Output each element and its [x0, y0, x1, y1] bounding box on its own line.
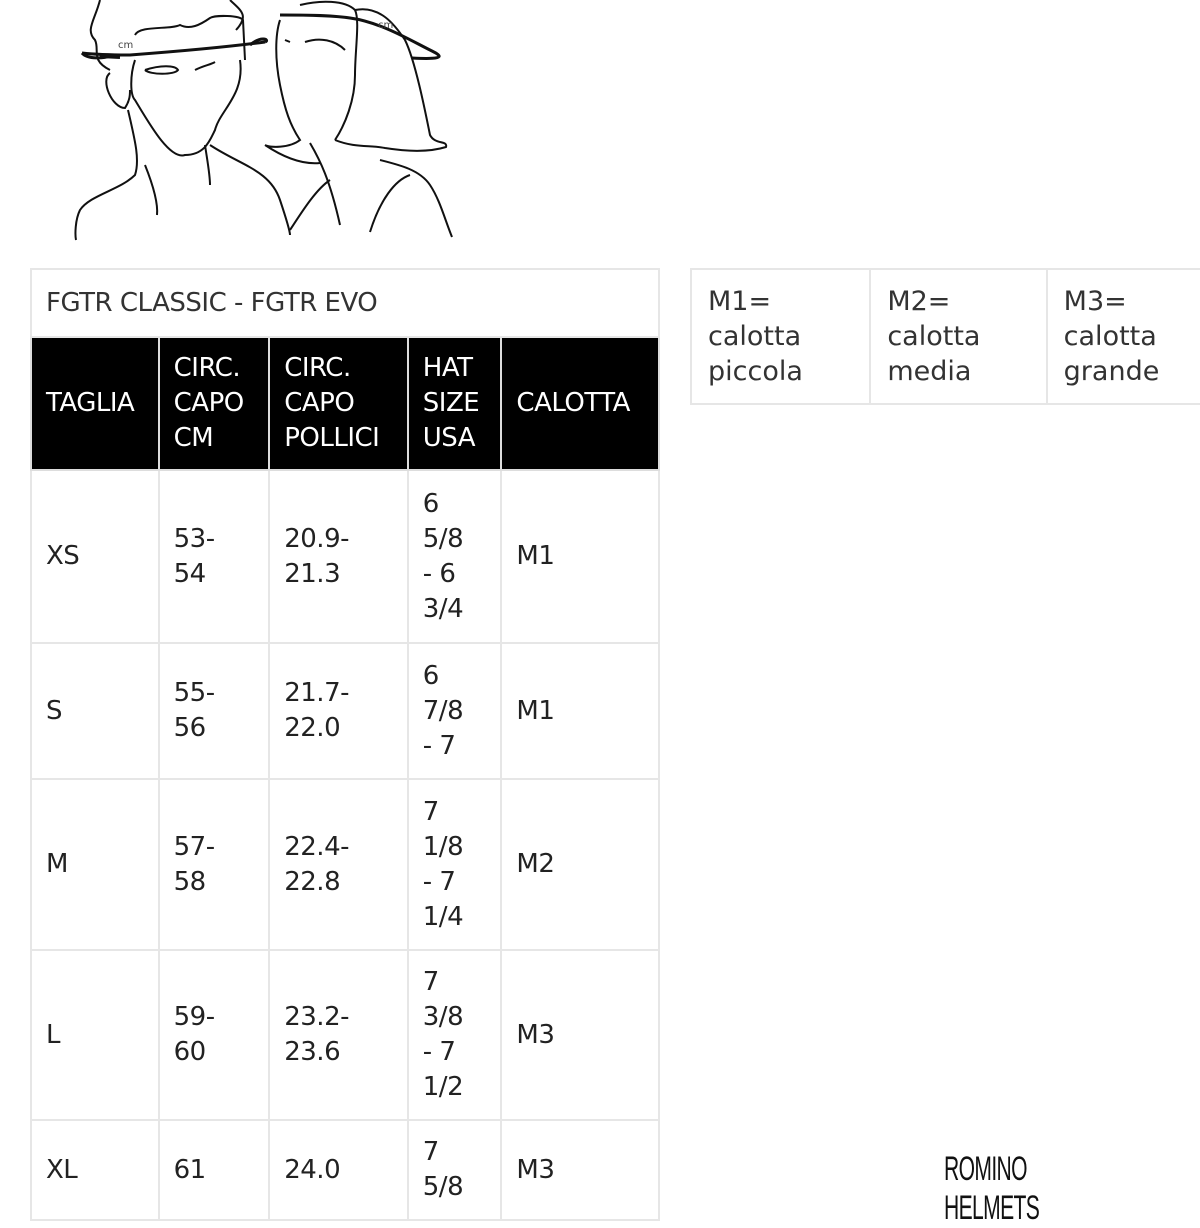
brand-watermark: ROMINO HELMETS — [944, 1150, 1040, 1227]
cell-circ-cm: 53- 54 — [157, 469, 271, 644]
cell-circ-pollici: 22.4- 22.8 — [268, 778, 409, 951]
cell-hat-size: 6 5/8 - 6 3/4 — [406, 469, 503, 644]
legend-m1: M1= calotta piccola — [689, 268, 872, 405]
table-title: FGTR CLASSIC - FGTR EVO — [30, 268, 660, 338]
cell-circ-pollici: 24.0 — [268, 1119, 409, 1221]
cell-circ-pollici: 23.2- 23.6 — [268, 949, 409, 1121]
cell-circ-cm: 57- 58 — [157, 778, 271, 951]
table-row: M 57- 58 22.4- 22.8 7 1/8 - 7 1/4 M2 — [30, 778, 660, 951]
header-circ-pollici: CIRC. CAPO POLLICI — [268, 336, 409, 471]
table-header-row: TAGLIA CIRC. CAPO CM CIRC. CAPO POLLICI … — [30, 336, 660, 471]
cell-circ-cm: 55- 56 — [157, 642, 271, 780]
cell-taglia: S — [30, 642, 160, 780]
table-row: S 55- 56 21.7- 22.0 6 7/8 - 7 M1 — [30, 642, 660, 780]
legend-m2: M2= calotta media — [869, 268, 1048, 405]
header-circ-cm: CIRC. CAPO CM — [157, 336, 271, 471]
head-measurement-illustration: cm cm — [74, 0, 453, 241]
legend-m3: M3= calotta grande — [1045, 268, 1200, 405]
table-row: L 59- 60 23.2- 23.6 7 3/8 - 7 1/2 M3 — [30, 949, 660, 1121]
cell-calotta: M1 — [500, 469, 660, 644]
table-title-row: FGTR CLASSIC - FGTR EVO — [30, 268, 660, 338]
header-taglia: TAGLIA — [30, 336, 160, 471]
cell-taglia: L — [30, 949, 160, 1121]
cell-taglia: M — [30, 778, 160, 951]
cell-calotta: M3 — [500, 1119, 660, 1221]
cell-circ-pollici: 20.9- 21.3 — [268, 469, 409, 644]
cm-label-left: cm — [118, 40, 133, 51]
cell-taglia: XL — [30, 1119, 160, 1221]
cell-circ-pollici: 21.7- 22.0 — [268, 642, 409, 780]
cell-calotta: M2 — [500, 778, 660, 951]
cell-calotta: M1 — [500, 642, 660, 780]
cell-hat-size: 6 7/8 - 7 — [406, 642, 503, 780]
man-figure: cm — [74, 0, 291, 241]
table-row: XS 53- 54 20.9- 21.3 6 5/8 - 6 3/4 M1 — [30, 469, 660, 644]
legend-row: M1= calotta piccola M2= calotta media M3… — [689, 268, 1200, 405]
cell-circ-cm: 59- 60 — [157, 949, 271, 1121]
size-table: FGTR CLASSIC - FGTR EVO TAGLIA CIRC. CAP… — [30, 268, 660, 1221]
cell-hat-size: 7 3/8 - 7 1/2 — [406, 949, 503, 1121]
shell-legend-table: M1= calotta piccola M2= calotta media M3… — [689, 268, 1200, 405]
header-hat-size: HAT SIZE USA — [406, 336, 503, 471]
table-row: XL 61 24.0 7 5/8 M3 — [30, 1119, 660, 1221]
cell-taglia: XS — [30, 469, 160, 644]
header-calotta: CALOTTA — [500, 336, 660, 471]
woman-figure: cm — [264, 0, 453, 238]
cell-hat-size: 7 5/8 — [406, 1119, 503, 1221]
cell-hat-size: 7 1/8 - 7 1/4 — [406, 778, 503, 951]
cell-circ-cm: 61 — [157, 1119, 271, 1221]
cell-calotta: M3 — [500, 949, 660, 1121]
cm-label-right: cm — [378, 20, 393, 31]
